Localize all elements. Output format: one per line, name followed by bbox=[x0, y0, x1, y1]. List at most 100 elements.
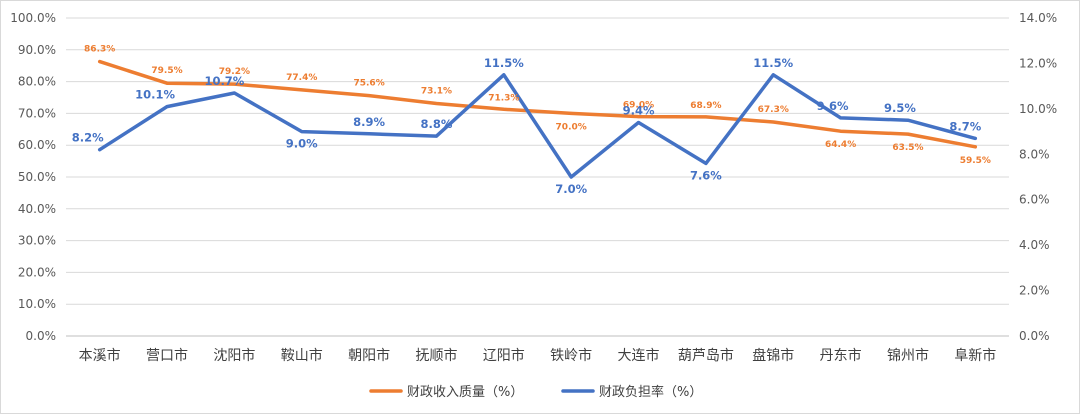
category-axis-ticks: 本溪市 营口市 沈阳市 鞍山市 朝阳市 抚顺市 辽阳市 铁岭市 大连市 葫芦岛市 盘锦市 丹东市 锦州市… bbox=[79, 347, 997, 364]
data-point-revenue-quality bbox=[839, 129, 843, 133]
category-tick-label: 锦州市 bbox=[887, 347, 929, 364]
data-label-revenue-quality: 64.4% bbox=[825, 140, 856, 150]
category-tick-label: 丹东市 bbox=[820, 347, 862, 364]
data-point-burden-rate bbox=[367, 132, 371, 136]
data-label-burden-rate: 10.7% bbox=[204, 74, 244, 88]
data-label-burden-rate: 11.5% bbox=[484, 56, 524, 70]
data-point-revenue-quality bbox=[637, 115, 641, 119]
data-point-revenue-quality bbox=[906, 132, 910, 136]
data-labels: 86.3% 79.5% 79.2% 77.4% 75.6% 73.1% 71.3% 70.0%… bbox=[72, 45, 991, 196]
data-label-burden-rate: 8.8% bbox=[421, 117, 453, 131]
right-axis-tick-label: 0.0% bbox=[1019, 329, 1050, 343]
series-line-burden-rate bbox=[97, 73, 978, 179]
data-label-burden-rate: 9.5% bbox=[884, 101, 916, 115]
data-label-revenue-quality: 79.5% bbox=[151, 66, 182, 76]
data-point-burden-rate bbox=[165, 105, 169, 109]
left-axis-tick-label: 40.0% bbox=[18, 202, 56, 216]
data-point-burden-rate bbox=[434, 134, 438, 138]
left-axis-ticks: 0.0% 10.0% 20.0% 30.0% 40.0% 50.0% 60.0% 70.0% 8… bbox=[10, 11, 56, 343]
right-axis-tick-label: 8.0% bbox=[1019, 147, 1050, 161]
legend-label: 财政负担率（%） bbox=[599, 384, 702, 400]
data-point-revenue-quality bbox=[232, 82, 236, 86]
data-label-revenue-quality: 59.5% bbox=[960, 156, 991, 166]
data-label-burden-rate: 7.0% bbox=[555, 182, 587, 196]
data-label-revenue-quality: 63.5% bbox=[892, 143, 923, 153]
data-point-burden-rate bbox=[232, 91, 236, 95]
series-line-revenue-quality bbox=[97, 59, 978, 149]
data-label-revenue-quality: 70.0% bbox=[556, 122, 587, 132]
data-label-revenue-quality: 79.2% bbox=[219, 67, 250, 77]
data-point-revenue-quality bbox=[502, 107, 506, 111]
category-tick-label: 大连市 bbox=[618, 347, 660, 364]
category-tick-label: 铁岭市 bbox=[550, 347, 592, 364]
data-point-burden-rate bbox=[771, 73, 775, 77]
left-axis-tick-label: 30.0% bbox=[18, 234, 56, 248]
category-tick-label: 营口市 bbox=[146, 347, 188, 364]
data-label-burden-rate: 8.2% bbox=[72, 131, 104, 145]
data-point-revenue-quality bbox=[704, 115, 708, 119]
left-axis-tick-label: 10.0% bbox=[18, 297, 56, 311]
right-axis-tick-label: 10.0% bbox=[1019, 102, 1057, 116]
legend-item-revenue-quality: 财政收入质量（%） bbox=[369, 385, 523, 400]
category-tick-label: 辽阳市 bbox=[483, 347, 525, 364]
series-lines bbox=[97, 59, 978, 179]
left-axis-tick-label: 90.0% bbox=[18, 43, 56, 57]
data-label-revenue-quality: 73.1% bbox=[421, 87, 452, 97]
data-point-revenue-quality bbox=[367, 94, 371, 98]
category-tick-label: 抚顺市 bbox=[415, 347, 457, 364]
data-point-burden-rate bbox=[704, 161, 708, 165]
data-label-burden-rate: 9.4% bbox=[623, 103, 655, 117]
data-label-burden-rate: 8.9% bbox=[353, 115, 385, 129]
right-axis-tick-label: 4.0% bbox=[1019, 238, 1050, 252]
data-point-revenue-quality bbox=[973, 145, 977, 149]
legend-item-burden-rate: 财政负担率（%） bbox=[561, 384, 702, 400]
data-point-burden-rate bbox=[98, 148, 102, 152]
category-tick-label: 朝阳市 bbox=[348, 347, 390, 364]
left-axis-tick-label: 80.0% bbox=[18, 75, 56, 89]
category-tick-label: 盘锦市 bbox=[752, 347, 794, 364]
data-label-burden-rate: 9.0% bbox=[286, 137, 318, 151]
data-label-burden-rate: 7.6% bbox=[690, 168, 722, 182]
data-label-revenue-quality: 75.6% bbox=[353, 79, 384, 89]
left-axis-tick-label: 50.0% bbox=[18, 170, 56, 184]
data-label-revenue-quality: 77.4% bbox=[286, 73, 317, 83]
data-label-revenue-quality: 69.0% bbox=[623, 101, 654, 111]
data-point-revenue-quality bbox=[569, 111, 573, 115]
category-tick-label: 本溪市 bbox=[79, 347, 121, 364]
data-point-revenue-quality bbox=[300, 88, 304, 92]
left-axis-tick-label: 100.0% bbox=[10, 11, 56, 25]
data-point-burden-rate bbox=[300, 130, 304, 134]
data-point-revenue-quality bbox=[434, 102, 438, 106]
category-tick-label: 阜新市 bbox=[954, 347, 996, 364]
right-axis-tick-label: 6.0% bbox=[1019, 193, 1050, 207]
left-axis-tick-label: 70.0% bbox=[18, 106, 56, 120]
data-label-revenue-quality: 68.9% bbox=[690, 101, 721, 111]
data-point-revenue-quality bbox=[771, 120, 775, 124]
data-point-burden-rate bbox=[973, 136, 977, 140]
data-point-revenue-quality bbox=[165, 81, 169, 85]
data-label-revenue-quality: 67.3% bbox=[758, 105, 789, 115]
data-point-burden-rate bbox=[569, 175, 573, 179]
right-axis-tick-label: 12.0% bbox=[1019, 56, 1057, 70]
legend: 财政收入质量（%） 财政负担率（%） bbox=[369, 384, 702, 400]
data-label-revenue-quality: 71.3% bbox=[488, 93, 519, 103]
category-tick-label: 鞍山市 bbox=[281, 347, 323, 364]
data-label-burden-rate: 8.7% bbox=[949, 119, 981, 133]
right-axis-tick-label: 14.0% bbox=[1019, 11, 1057, 25]
data-point-revenue-quality bbox=[98, 60, 102, 64]
data-point-burden-rate bbox=[502, 73, 506, 77]
data-point-burden-rate bbox=[637, 120, 641, 124]
data-label-revenue-quality: 86.3% bbox=[84, 45, 115, 55]
gridlines bbox=[66, 17, 1009, 337]
category-tick-label: 葫芦岛市 bbox=[678, 347, 734, 364]
data-point-burden-rate bbox=[839, 116, 843, 120]
data-label-burden-rate: 11.5% bbox=[753, 56, 793, 70]
left-axis-tick-label: 60.0% bbox=[18, 138, 56, 152]
data-label-burden-rate: 10.1% bbox=[135, 88, 175, 102]
data-label-burden-rate: 9.6% bbox=[817, 99, 849, 113]
right-axis-tick-label: 2.0% bbox=[1019, 284, 1050, 298]
left-axis-tick-label: 20.0% bbox=[18, 265, 56, 279]
